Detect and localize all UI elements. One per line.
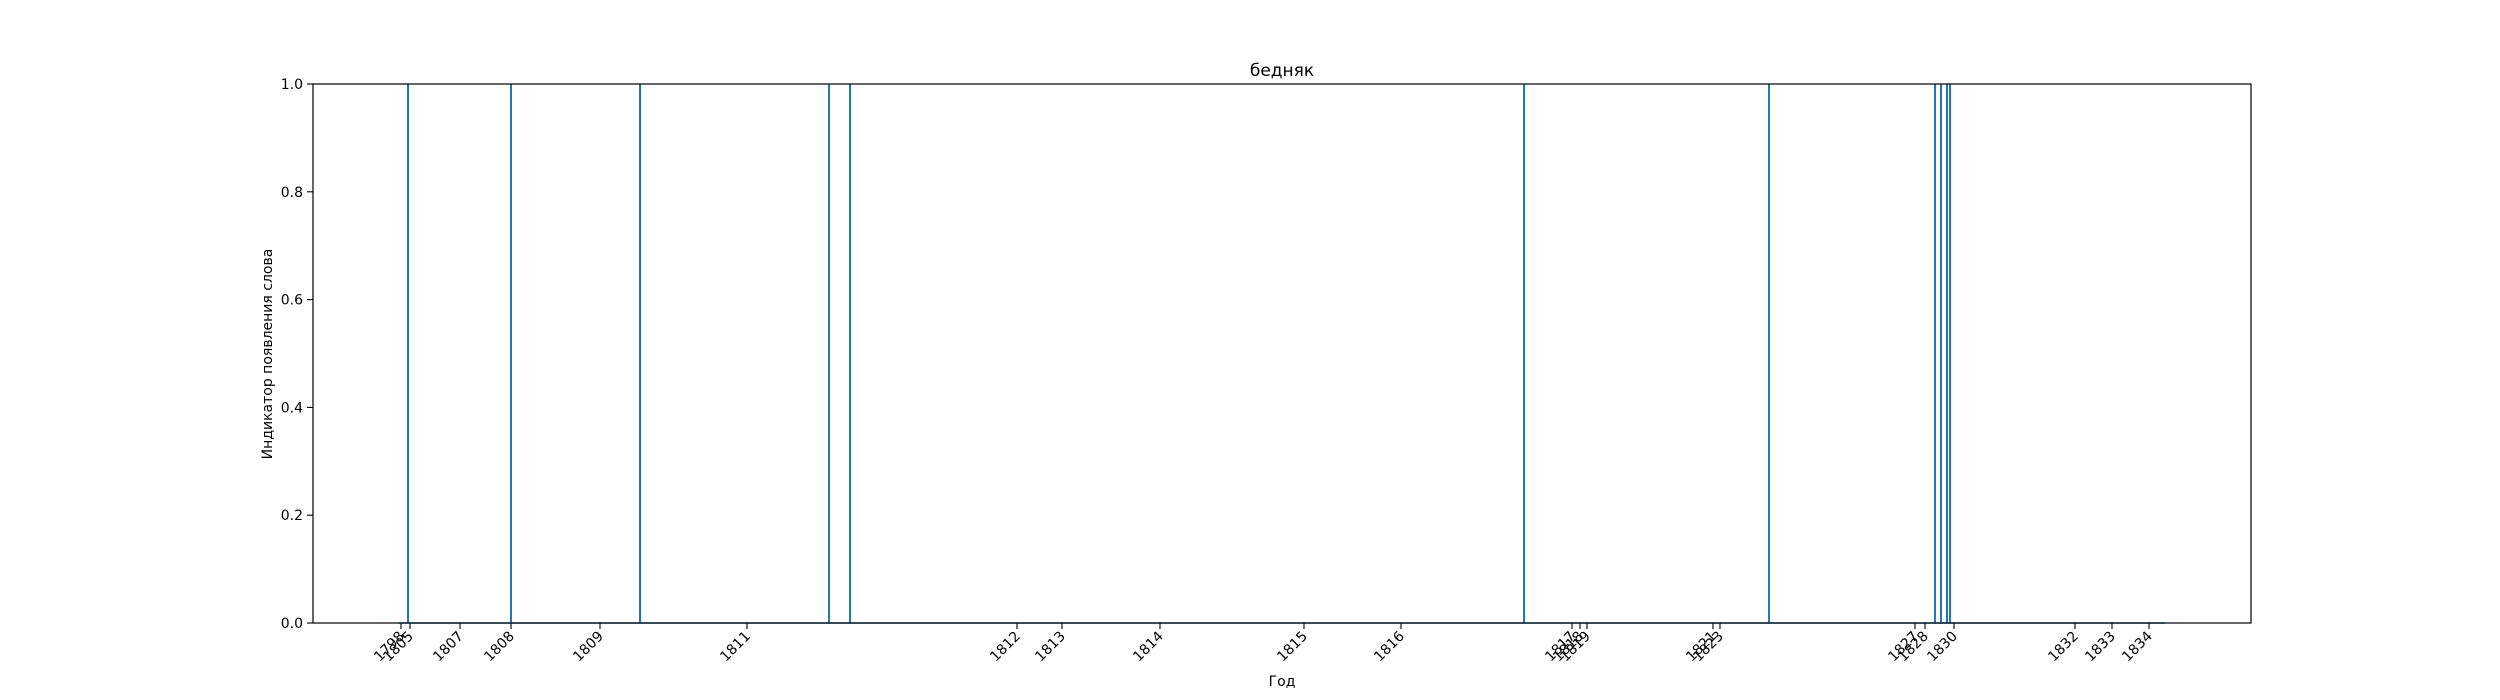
x-tick-label: 1834	[2119, 628, 2156, 665]
x-tick-label: 1816	[1371, 628, 1408, 665]
y-tick-label: 0.8	[281, 185, 303, 201]
x-tick-label: 1807	[430, 629, 467, 666]
x-tick-label: 1833	[2082, 629, 2119, 666]
x-axis-label: Год	[1269, 674, 1296, 690]
chart-title: бедняк	[1250, 61, 1314, 81]
x-tick-label: 1808	[481, 629, 518, 666]
y-axis-label: Индикатор появления слова	[260, 249, 276, 460]
x-tick-label: 1832	[2045, 629, 2082, 666]
x-tick-label: 1811	[717, 629, 754, 666]
x-tick-label: 1830	[1924, 629, 1961, 666]
x-tick-label: 1815	[1274, 629, 1311, 666]
series-layer	[398, 84, 2165, 624]
y-tick-label: 0.4	[281, 400, 303, 416]
y-tick-label: 0.6	[281, 293, 303, 309]
y-tick-label: 1.0	[281, 77, 303, 93]
x-tick-label: 1809	[570, 629, 607, 666]
x-tick-label: 1812	[987, 629, 1024, 666]
x-tick-label: 1814	[1130, 628, 1167, 665]
plot-frame	[312, 83, 2252, 624]
x-tick-label: 1813	[1032, 629, 1069, 666]
y-tick-label: 0.0	[281, 616, 303, 632]
y-tick-label: 0.2	[281, 508, 303, 524]
